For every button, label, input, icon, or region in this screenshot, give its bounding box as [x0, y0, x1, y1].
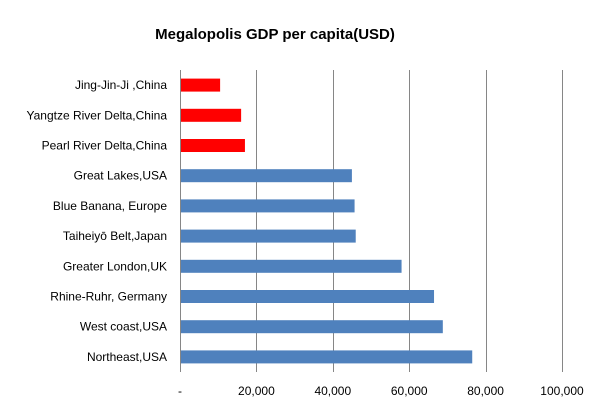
category-label: Taiheiyō Belt,Japan — [63, 229, 167, 243]
bar — [181, 229, 356, 243]
category-label: Yangtze River Delta,China — [26, 108, 167, 122]
x-tick-labels: - 20,000 40,000 60,000 80,000 100,000 — [178, 384, 584, 398]
bar — [181, 259, 402, 273]
x-tick-label: 100,000 — [540, 384, 584, 398]
category-label: Greater London,UK — [63, 259, 167, 273]
x-tick-label: 80,000 — [467, 384, 504, 398]
category-label: West coast,USA — [80, 320, 167, 334]
bar — [181, 320, 443, 334]
bar — [181, 350, 473, 364]
bar — [181, 139, 245, 152]
category-label: Rhine-Ruhr, Germany — [50, 290, 167, 304]
x-tick-label: 60,000 — [391, 384, 428, 398]
bar — [181, 290, 435, 303]
category-labels: Jing-Jin-Ji ,China Yangtze River Delta,Ch… — [26, 78, 167, 364]
chart-title: Megalopolis GDP per capita(USD) — [155, 26, 395, 43]
category-label: Pearl River Delta,China — [42, 139, 168, 153]
bar — [181, 108, 242, 122]
x-tick-label: 40,000 — [314, 384, 351, 398]
x-tick-label: - — [178, 384, 182, 398]
category-label: Jing-Jin-Ji ,China — [75, 78, 167, 92]
category-label: Blue Banana, Europe — [53, 199, 167, 213]
bar — [181, 78, 221, 92]
bars — [181, 78, 473, 364]
bar — [181, 199, 355, 213]
x-tick-label: 20,000 — [238, 384, 275, 398]
category-label: Northeast,USA — [87, 350, 167, 364]
category-label: Great Lakes,USA — [74, 169, 167, 183]
bar — [181, 169, 352, 183]
